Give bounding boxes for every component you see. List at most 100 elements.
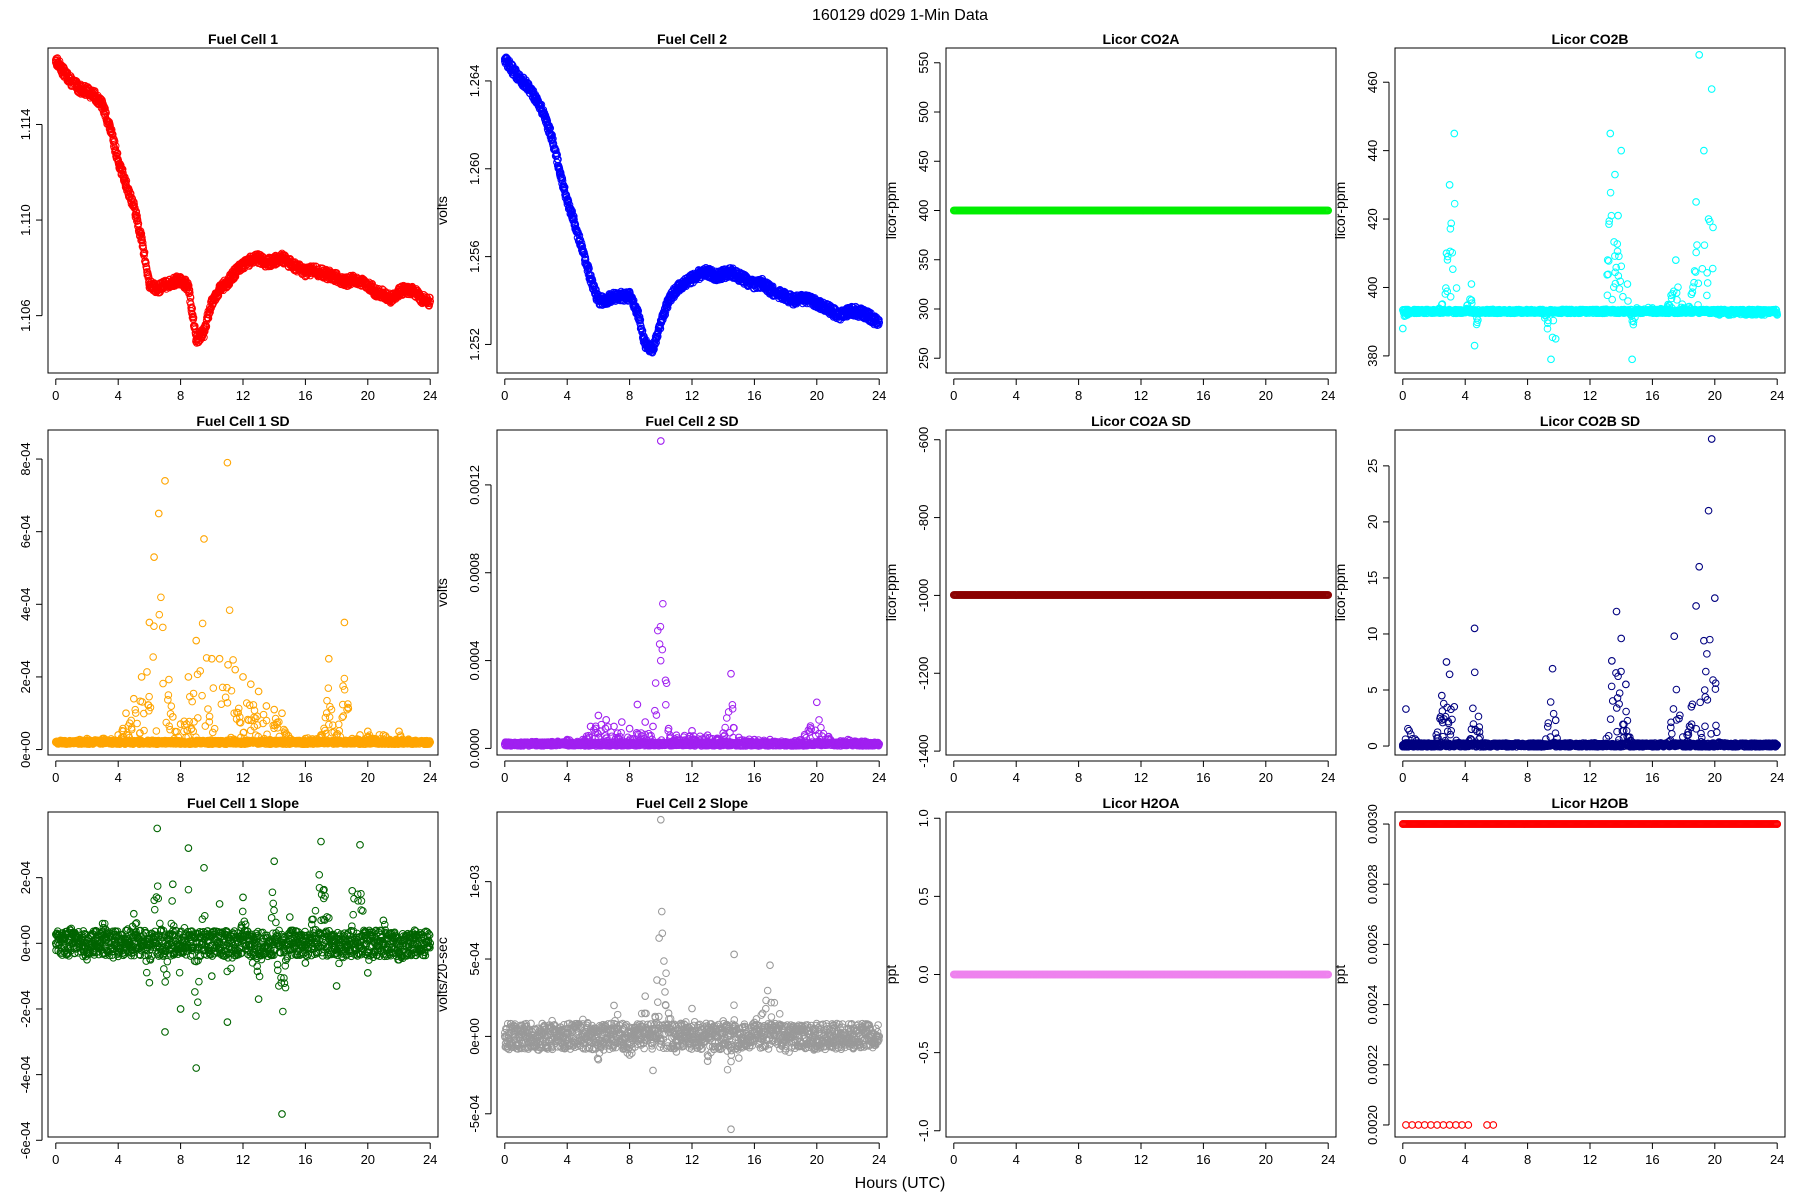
y-tick-label: 380 [1365, 345, 1380, 367]
data-point [134, 219, 143, 228]
data-point [557, 176, 566, 184]
data-point [1615, 252, 1623, 261]
y-axis-label: volts [434, 196, 450, 225]
x-tick-label: 16 [1196, 388, 1210, 403]
data-point [1689, 283, 1697, 291]
y-tick-label: 1.114 [18, 109, 33, 141]
data-point [1605, 220, 1613, 228]
data-point [140, 251, 148, 260]
x-tick-label: 12 [1583, 388, 1597, 403]
data-point [1607, 211, 1616, 220]
data-point [875, 315, 883, 324]
data-point [278, 709, 286, 718]
data-point [1707, 85, 1716, 93]
data-point [1613, 247, 1622, 256]
panel-title: Licor CO2A [1102, 31, 1179, 47]
data-point [1692, 248, 1700, 257]
y-tick-label: 440 [1365, 140, 1380, 162]
plot-frame [496, 47, 888, 374]
x-tick-label: 4 [115, 388, 122, 403]
data-point [1698, 264, 1707, 273]
data-point [555, 163, 563, 172]
data-point [207, 654, 216, 663]
data-point [636, 316, 644, 325]
data-point [1604, 257, 1613, 265]
data-point [569, 211, 577, 219]
figure-xlabel: Hours (UTC) [855, 1175, 946, 1192]
data-point [1608, 295, 1616, 304]
data-point [1606, 129, 1615, 138]
data-point [140, 248, 149, 257]
data-point [663, 303, 672, 312]
data-point [560, 183, 569, 192]
data-point [132, 207, 141, 216]
data-point [1700, 241, 1709, 249]
data-point [223, 458, 232, 467]
data-point [1544, 316, 1552, 325]
y-tick-label: 1.252 [467, 328, 482, 361]
data-point [1617, 146, 1626, 155]
data-point [568, 207, 576, 215]
data-point [1448, 248, 1457, 257]
data-point [231, 665, 240, 674]
data-point [262, 702, 271, 710]
data-point [874, 320, 883, 329]
x-tick-label: 16 [1645, 388, 1659, 403]
y-tick-label: 350 [916, 249, 931, 271]
data-point [1603, 291, 1612, 300]
x-tick-label: 16 [298, 388, 312, 403]
x-tick-label: 20 [1708, 388, 1722, 403]
data-point [55, 57, 64, 65]
data-point [101, 104, 109, 113]
data-point [1772, 306, 1781, 314]
x-tick-label: 8 [1524, 388, 1531, 403]
data-point [1603, 256, 1612, 264]
data-point [395, 727, 403, 736]
y-axis-label: licor-ppm [883, 182, 899, 240]
data-point [206, 308, 214, 316]
data-point [1447, 219, 1456, 228]
data-point [1706, 217, 1714, 226]
data-point [1694, 279, 1703, 288]
data-point [150, 553, 158, 561]
y-axis-label: licor-ppm [1332, 182, 1348, 240]
panel-fc1sd: Fuel Cell 1 SDvolts048121620240e+002e-04… [0, 413, 439, 785]
data-point [133, 216, 142, 225]
data-point [1449, 265, 1457, 273]
data-point [873, 319, 882, 328]
data-point [1695, 50, 1704, 59]
data-point [1548, 333, 1557, 342]
x-tick-label: 12 [685, 388, 699, 403]
data-point [426, 293, 434, 302]
x-tick-label: 0 [950, 388, 957, 403]
x-tick-label: 8 [626, 388, 633, 403]
x-tick-label: 8 [1075, 388, 1082, 403]
data-point [161, 476, 169, 485]
x-tick-label: 20 [361, 388, 375, 403]
plot-frame [1394, 47, 1786, 374]
data-point [1547, 355, 1555, 364]
data-point [363, 727, 372, 736]
data-point [122, 709, 130, 718]
x-tick-label: 24 [872, 388, 886, 403]
y-tick-label: 420 [1365, 208, 1380, 230]
data-point [1703, 279, 1712, 287]
data-point [1611, 170, 1619, 179]
x-tick-label: 0 [52, 388, 59, 403]
data-point [138, 233, 146, 242]
data-point [1543, 324, 1552, 333]
data-point [1612, 263, 1621, 272]
x-tick-label: 0 [1399, 388, 1406, 403]
series-points [51, 458, 435, 749]
x-tick-label: 24 [1321, 388, 1335, 403]
data-point [1604, 270, 1612, 279]
data-point [552, 146, 560, 154]
data-point [1467, 280, 1476, 288]
data-point [189, 314, 198, 322]
data-point [1446, 247, 1454, 256]
data-point [553, 150, 562, 159]
data-point [660, 312, 668, 321]
data-point [108, 130, 117, 139]
data-point [107, 125, 116, 134]
